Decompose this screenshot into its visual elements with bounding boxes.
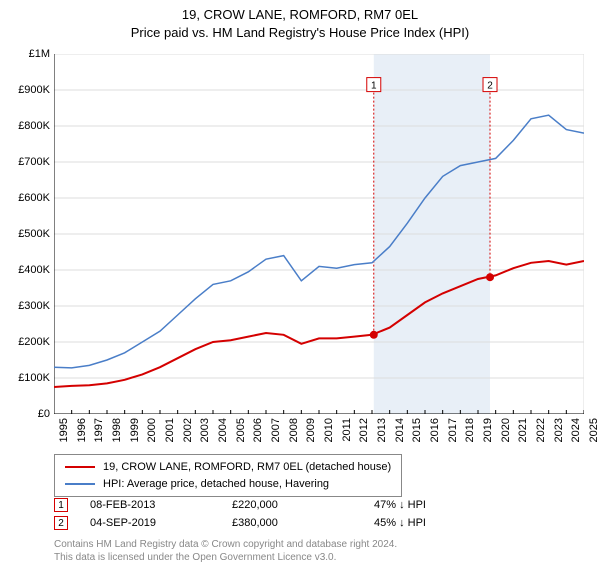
attribution-line-2: This data is licensed under the Open Gov…	[54, 551, 397, 564]
sale-pct: 45% ↓ HPI	[374, 517, 464, 529]
x-tick-label: 2015	[411, 418, 423, 442]
sale-pct: 47% ↓ HPI	[374, 499, 464, 511]
legend-label: 19, CROW LANE, ROMFORD, RM7 0EL (detache…	[103, 459, 391, 476]
x-tick-label: 2007	[270, 418, 282, 442]
x-tick-label: 2023	[553, 418, 565, 442]
x-tick-label: 1998	[111, 418, 123, 442]
svg-text:2: 2	[487, 81, 493, 92]
y-tick-label: £800K	[4, 120, 50, 132]
legend-swatch	[65, 483, 95, 485]
y-tick-label: £0	[4, 408, 50, 420]
x-tick-label: 2001	[164, 418, 176, 442]
sale-marker: 2	[54, 516, 68, 530]
y-tick-label: £300K	[4, 300, 50, 312]
x-tick-label: 2021	[517, 418, 529, 442]
sale-marker: 1	[54, 498, 68, 512]
x-tick-label: 2005	[235, 418, 247, 442]
y-tick-label: £600K	[4, 192, 50, 204]
x-tick-label: 2019	[482, 418, 494, 442]
svg-text:1: 1	[371, 81, 377, 92]
title-line-1: 19, CROW LANE, ROMFORD, RM7 0EL	[0, 6, 600, 24]
sale-row: 2 04-SEP-2019 £380,000 45% ↓ HPI	[54, 514, 464, 532]
y-tick-label: £500K	[4, 228, 50, 240]
x-tick-label: 2010	[323, 418, 335, 442]
x-tick-label: 2020	[500, 418, 512, 442]
sales-table: 1 08-FEB-2013 £220,000 47% ↓ HPI 2 04-SEP-201…	[54, 496, 464, 532]
legend: 19, CROW LANE, ROMFORD, RM7 0EL (detache…	[54, 454, 402, 497]
legend-label: HPI: Average price, detached house, Have…	[103, 476, 329, 493]
x-tick-label: 2022	[535, 418, 547, 442]
x-tick-label: 1997	[93, 418, 105, 442]
sale-date: 04-SEP-2019	[90, 517, 220, 529]
sale-date: 08-FEB-2013	[90, 499, 220, 511]
y-tick-label: £200K	[4, 336, 50, 348]
x-tick-label: 2014	[394, 418, 406, 442]
x-tick-label: 2013	[376, 418, 388, 442]
x-tick-label: 2004	[217, 418, 229, 442]
x-tick-label: 2024	[570, 418, 582, 442]
sale-price: £220,000	[232, 499, 362, 511]
x-tick-label: 2008	[288, 418, 300, 442]
price-chart: 12	[54, 54, 584, 414]
x-tick-label: 2018	[464, 418, 476, 442]
legend-swatch	[65, 466, 95, 468]
y-tick-label: £400K	[4, 264, 50, 276]
sale-row: 1 08-FEB-2013 £220,000 47% ↓ HPI	[54, 496, 464, 514]
x-tick-label: 1996	[76, 418, 88, 442]
x-tick-label: 2002	[182, 418, 194, 442]
legend-row: HPI: Average price, detached house, Have…	[65, 476, 391, 493]
x-tick-label: 2017	[447, 418, 459, 442]
y-tick-label: £1M	[4, 48, 50, 60]
title-line-2: Price paid vs. HM Land Registry's House …	[0, 24, 600, 42]
x-tick-label: 2003	[199, 418, 211, 442]
x-tick-label: 1995	[58, 418, 70, 442]
x-tick-label: 2000	[146, 418, 158, 442]
x-tick-label: 2006	[252, 418, 264, 442]
chart-title: 19, CROW LANE, ROMFORD, RM7 0EL Price pa…	[0, 6, 600, 42]
attribution: Contains HM Land Registry data © Crown c…	[54, 538, 397, 564]
attribution-line-1: Contains HM Land Registry data © Crown c…	[54, 538, 397, 551]
y-tick-label: £900K	[4, 84, 50, 96]
x-tick-label: 2009	[305, 418, 317, 442]
x-tick-label: 2025	[588, 418, 600, 442]
sale-price: £380,000	[232, 517, 362, 529]
x-tick-label: 2012	[358, 418, 370, 442]
x-tick-label: 2011	[341, 418, 353, 442]
y-tick-label: £100K	[4, 372, 50, 384]
x-tick-label: 1999	[129, 418, 141, 442]
y-tick-label: £700K	[4, 156, 50, 168]
x-tick-label: 2016	[429, 418, 441, 442]
legend-row: 19, CROW LANE, ROMFORD, RM7 0EL (detache…	[65, 459, 391, 476]
